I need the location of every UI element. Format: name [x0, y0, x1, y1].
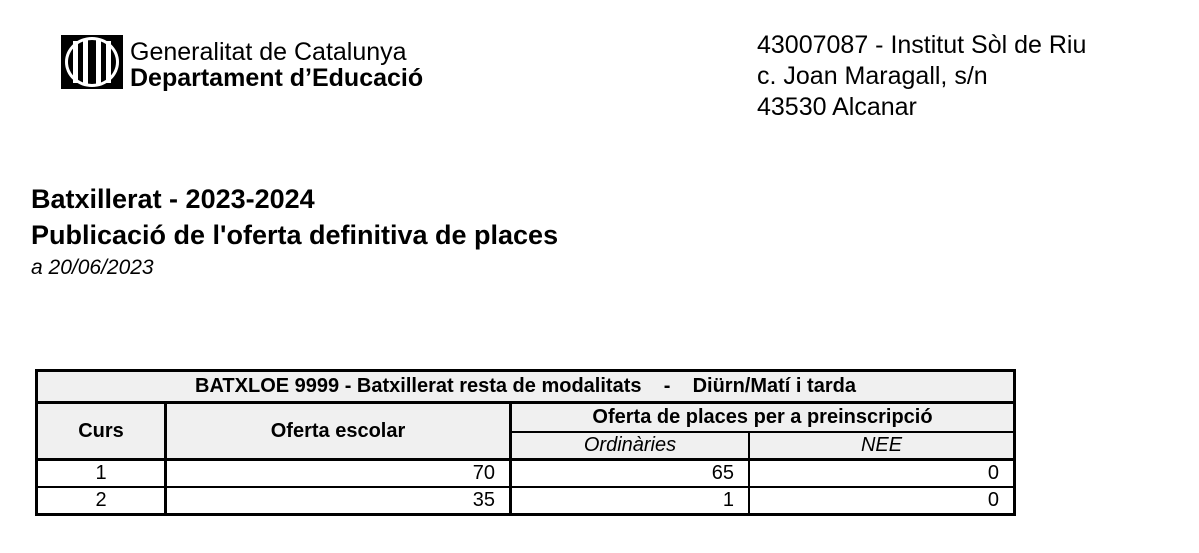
header-preinscripcio: Oferta de places per a preinscripció — [512, 404, 1013, 431]
row2-curs: 2 — [38, 488, 164, 513]
logo-line1: Generalitat de Catalunya — [130, 38, 407, 66]
row1-nee: 0 — [750, 461, 1013, 486]
row2-nee: 0 — [750, 488, 1013, 513]
row1-oferta: 70 — [167, 461, 509, 486]
row1-curs: 1 — [38, 461, 164, 486]
page-title: Batxillerat - 2023-2024 — [31, 184, 315, 214]
header-nee: NEE — [750, 433, 1013, 458]
table-title: BATXLOE 9999 - Batxillerat resta de moda… — [38, 372, 1013, 401]
school-name: 43007087 - Institut Sòl de Riu — [757, 31, 1087, 59]
page-subtitle: Publicació de l'oferta definitiva de pla… — [31, 220, 559, 250]
places-table: BATXLOE 9999 - Batxillerat resta de moda… — [35, 369, 1016, 516]
header-oferta-escolar: Oferta escolar — [167, 404, 509, 458]
row2-oferta: 35 — [167, 488, 509, 513]
publication-date: a 20/06/2023 — [31, 256, 154, 279]
generalitat-logo-icon — [61, 35, 123, 89]
logo-line2: Departament d’Educació — [130, 64, 424, 92]
header-ordinaries: Ordinàries — [512, 433, 748, 458]
row2-ordinaries: 1 — [512, 488, 748, 513]
header-curs: Curs — [38, 404, 164, 458]
school-street: c. Joan Maragall, s/n — [757, 62, 988, 90]
row1-ordinaries: 65 — [512, 461, 748, 486]
school-city: 43530 Alcanar — [757, 93, 917, 121]
